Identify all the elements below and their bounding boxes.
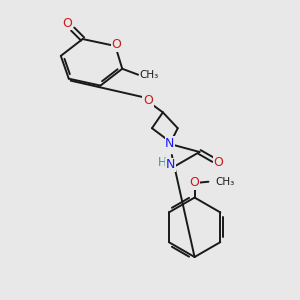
Text: CH₃: CH₃ xyxy=(215,177,235,187)
Text: O: O xyxy=(190,176,200,189)
Text: O: O xyxy=(62,17,72,30)
Text: N: N xyxy=(166,158,176,171)
Text: O: O xyxy=(111,38,121,52)
Text: O: O xyxy=(213,156,223,170)
Text: O: O xyxy=(143,94,153,107)
Text: H: H xyxy=(158,156,166,170)
Text: CH₃: CH₃ xyxy=(140,70,159,80)
Text: N: N xyxy=(165,136,175,150)
